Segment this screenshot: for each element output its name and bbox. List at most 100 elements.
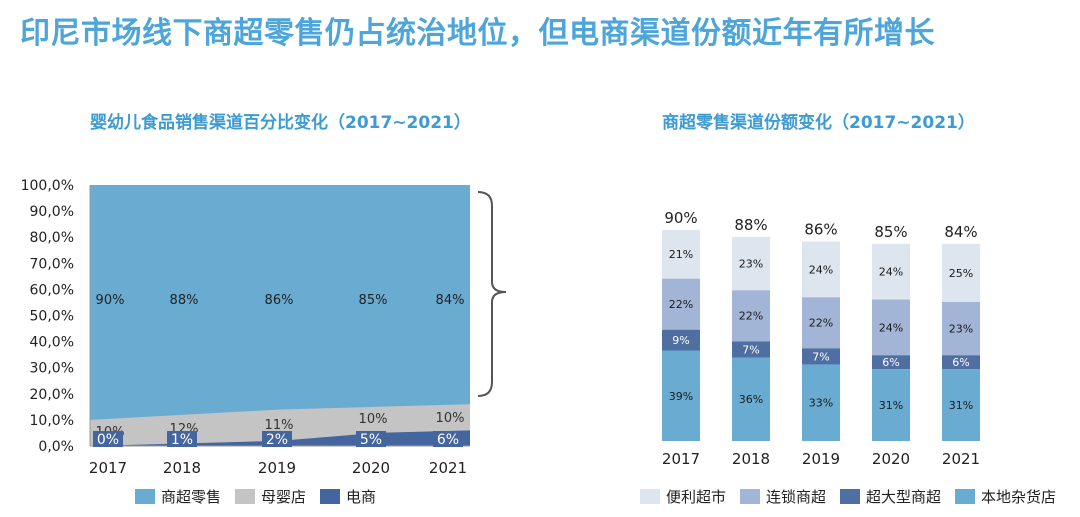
- legend-label: 商超零售: [161, 488, 222, 506]
- x-tick-label: 2019: [802, 450, 840, 468]
- legend-swatch-retail: [135, 489, 155, 504]
- legend-swatch-local: [955, 489, 976, 504]
- data-label-mom-baby: 10%: [359, 412, 388, 427]
- right-chart-legend: 便利超市 连锁商超 超大型商超 本地杂货店: [640, 486, 1070, 507]
- y-tick-label: 30,0%: [30, 361, 74, 377]
- bar-segment-convenience-store: [872, 243, 910, 300]
- bar-segment-label: 25%: [949, 267, 973, 280]
- bar-segment-local-grocery: [732, 357, 770, 441]
- data-label-ecommerce: 6%: [437, 432, 459, 448]
- legend-item-retail: 商超零售: [135, 486, 221, 507]
- bar-segment-label: 24%: [809, 263, 833, 276]
- x-tick-label: 2019: [258, 459, 296, 477]
- data-label-ecommerce: 1%: [171, 432, 193, 448]
- x-tick-label: 2018: [732, 450, 770, 468]
- left-chart-title: 婴幼儿食品销售渠道百分比变化（2017~2021）: [90, 113, 471, 133]
- x-tick-label: 2018: [163, 459, 201, 477]
- bar-total-label: 90%: [664, 209, 697, 227]
- bar-segment-label: 6%: [882, 356, 899, 369]
- x-tick-label: 2020: [352, 459, 390, 477]
- right-chart-title: 商超零售渠道份额变化（2017~2021）: [662, 113, 975, 133]
- data-label-mom-baby: 10%: [436, 411, 465, 426]
- legend-item-hyper: 超大型商超: [840, 486, 941, 507]
- brace-connector: [477, 191, 507, 397]
- bar-segment-local-grocery: [942, 369, 980, 441]
- bar-segment-label: 7%: [812, 350, 829, 363]
- y-tick-label: 100,0%: [21, 178, 74, 194]
- legend-swatch-convenience: [640, 489, 660, 504]
- legend-item-local: 本地杂货店: [955, 486, 1056, 507]
- bar-segment-label: 22%: [739, 310, 763, 323]
- data-label-ecommerce: 5%: [360, 432, 382, 448]
- bar-segment-label: 36%: [739, 393, 763, 406]
- bar-segment-label: 31%: [949, 399, 973, 412]
- legend-item-convenience: 便利超市: [640, 486, 726, 507]
- bar-segment-label: 6%: [952, 356, 969, 369]
- data-label-bg-ecommerce: [262, 431, 292, 447]
- legend-item-chain: 连锁商超: [740, 486, 826, 507]
- y-tick-label: 80,0%: [30, 230, 74, 246]
- legend-label: 超大型商超: [866, 488, 942, 506]
- bar-segment-local-grocery: [802, 364, 840, 441]
- bar-total-label: 86%: [804, 220, 837, 238]
- legend-swatch-ecommerce: [320, 489, 341, 504]
- data-label-ecommerce: 2%: [266, 432, 288, 448]
- bar-segment-convenience-store: [732, 236, 770, 291]
- data-label-bg-ecommerce: [356, 431, 386, 447]
- data-label-ecommerce: 0%: [97, 432, 119, 448]
- bar-segment-label: 23%: [739, 258, 763, 271]
- y-tick-label: 40,0%: [30, 335, 74, 351]
- legend-label: 本地杂货店: [981, 488, 1057, 506]
- bar-segment-hypermarket: [942, 355, 980, 370]
- data-label-bg-ecommerce: [167, 431, 197, 447]
- x-tick-label: 2020: [872, 450, 910, 468]
- x-tick-label: 2017: [89, 459, 127, 477]
- bar-total-label: 84%: [944, 223, 977, 241]
- data-label-mom-baby: 11%: [265, 418, 294, 433]
- bar-segment-convenience-store: [662, 229, 700, 279]
- legend-label: 便利超市: [666, 488, 727, 506]
- legend-swatch-hyper: [840, 489, 861, 504]
- y-tick-label: 90,0%: [30, 204, 74, 220]
- y-tick-label: 20,0%: [30, 387, 74, 403]
- bar-segment-local-grocery: [662, 350, 700, 441]
- y-tick-label: 60,0%: [30, 282, 74, 298]
- data-label-retail: 86%: [265, 293, 294, 308]
- bar-total-label: 85%: [874, 223, 907, 241]
- bar-segment-label: 24%: [879, 266, 903, 279]
- bar-segment-label: 9%: [672, 334, 689, 347]
- bar-segment-hypermarket: [732, 341, 770, 358]
- x-tick-label: 2021: [429, 459, 467, 477]
- bar-segment-chain-supermarket: [872, 299, 910, 356]
- data-label-bg-ecommerce: [93, 431, 123, 447]
- bar-segment-hypermarket: [872, 355, 910, 370]
- x-tick-label: 2021: [942, 450, 980, 468]
- bar-segment-label: 23%: [949, 322, 973, 335]
- bar-segment-label: 39%: [669, 390, 693, 403]
- legend-label: 电商: [346, 488, 377, 506]
- y-tick-label: 50,0%: [30, 309, 74, 325]
- legend-label: 连锁商超: [766, 488, 827, 506]
- y-tick-label: 10,0%: [30, 413, 74, 429]
- bar-segment-hypermarket: [662, 329, 700, 351]
- bar-segment-label: 21%: [669, 248, 693, 261]
- y-tick-label: 0,0%: [38, 439, 74, 455]
- bar-segment-convenience-store: [942, 243, 980, 302]
- left-chart-legend: 商超零售 母婴店 电商: [135, 486, 390, 507]
- bar-segment-label: 22%: [669, 298, 693, 311]
- data-label-retail: 85%: [359, 293, 388, 308]
- x-tick-label: 2017: [662, 450, 700, 468]
- bar-segment-chain-supermarket: [662, 278, 700, 330]
- bar-segment-label: 24%: [879, 321, 903, 334]
- bar-segment-local-grocery: [872, 369, 910, 441]
- bar-segment-label: 31%: [879, 399, 903, 412]
- data-label-bg-ecommerce: [433, 431, 463, 447]
- legend-swatch-chain: [740, 489, 761, 504]
- data-label-retail: 90%: [96, 293, 125, 308]
- area-retail: [90, 185, 470, 446]
- bar-segment-label: 7%: [742, 343, 759, 356]
- bar-segment-label: 22%: [809, 317, 833, 330]
- y-tick-label: 70,0%: [30, 256, 74, 272]
- bar-total-label: 88%: [734, 216, 767, 234]
